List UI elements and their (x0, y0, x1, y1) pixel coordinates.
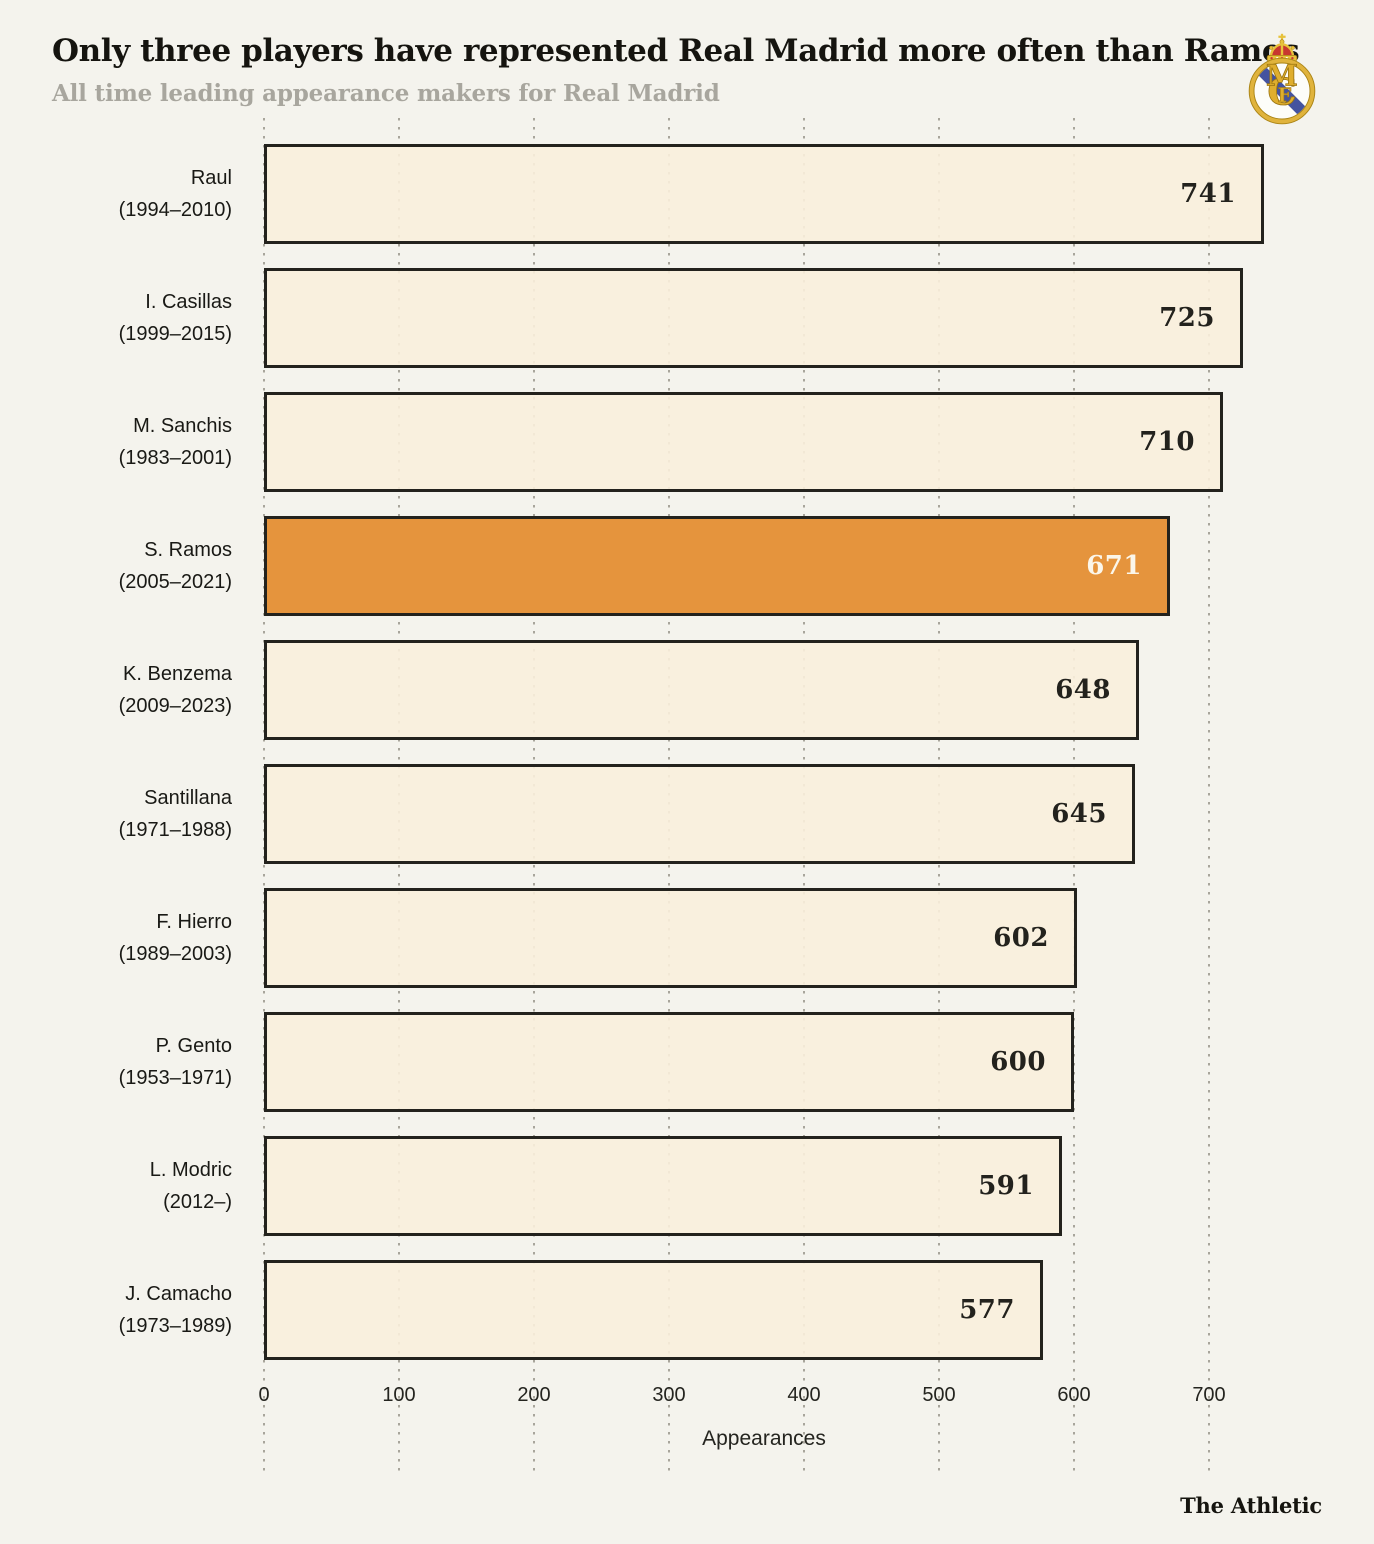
bar-value: 600 (990, 1047, 1046, 1078)
player-years: (2005–2021) (118, 571, 232, 594)
player-label: P. Gento (1953–1971) (52, 1030, 264, 1094)
player-label: Raul (1994–2010) (52, 162, 264, 226)
player-years: (1994–2010) (118, 199, 232, 222)
x-tick-label: 300 (652, 1384, 686, 1407)
player-label: Santillana (1971–1988) (52, 782, 264, 846)
real-madrid-crest-icon: C M F (1242, 26, 1322, 132)
x-tick-label: 400 (787, 1384, 821, 1407)
gridline-700 (1208, 118, 1210, 1474)
player-label: J. Camacho (1973–1989) (52, 1278, 264, 1342)
x-axis: 0 100 200 300 400 500 600 700 (258, 1384, 1322, 1412)
player-years: (1983–2001) (118, 447, 232, 470)
x-tick-label: 0 (258, 1384, 270, 1407)
player-name: Raul (190, 167, 232, 190)
player-years: (1973–1989) (118, 1315, 232, 1338)
bar: 602 (264, 888, 1077, 989)
bar-value: 671 (1086, 551, 1142, 582)
x-tick-label: 500 (922, 1384, 956, 1407)
player-row: M. Sanchis (1983–2001) 710 (52, 392, 1322, 493)
svg-text:C: C (1267, 70, 1296, 114)
player-row: F. Hierro (1989–2003) 602 (52, 888, 1322, 989)
bar: 600 (264, 1012, 1074, 1113)
brand-wordmark: The Athletic (1180, 1493, 1322, 1518)
player-row: Raul (1994–2010) 741 (52, 144, 1322, 245)
x-tick-label: 600 (1057, 1384, 1091, 1407)
bar-value: 725 (1159, 303, 1215, 334)
bar: 710 (264, 392, 1223, 493)
bar: 648 (264, 640, 1139, 741)
x-tick-label: 200 (517, 1384, 551, 1407)
player-label: M. Sanchis (1983–2001) (52, 410, 264, 474)
player-row: J. Camacho (1973–1989) 577 (52, 1260, 1322, 1361)
player-name: S. Ramos (144, 539, 232, 562)
bar-rows: Raul (1994–2010) 741 I. Casillas (1999–2015)… (52, 144, 1322, 1361)
player-years: (2009–2023) (118, 695, 232, 718)
player-row: I. Casillas (1999–2015) 725 (52, 268, 1322, 369)
bar-value: 648 (1055, 675, 1111, 706)
bar-value: 645 (1051, 799, 1107, 830)
chart-title: Only three players have represented Real… (52, 33, 1300, 69)
bar-value: 602 (993, 923, 1049, 954)
player-name: Santillana (144, 787, 232, 810)
player-name: I. Casillas (145, 291, 232, 314)
player-name: J. Camacho (125, 1283, 232, 1306)
bar-value: 741 (1180, 179, 1236, 210)
player-row: K. Benzema (2009–2023) 648 (52, 640, 1322, 741)
bar-highlighted: 671 (264, 516, 1170, 617)
player-row: L. Modric (2012–) 591 (52, 1136, 1322, 1237)
player-name: F. Hierro (156, 911, 232, 934)
bar-value: 710 (1139, 427, 1195, 458)
header: Only three players have represented Real… (52, 32, 1322, 125)
player-years: (1953–1971) (118, 1067, 232, 1090)
svg-text:F: F (1278, 84, 1292, 107)
player-label: S. Ramos (2005–2021) (52, 534, 264, 598)
x-tick-label: 100 (382, 1384, 416, 1407)
x-axis-title: Appearances (702, 1427, 826, 1451)
bar-value: 591 (978, 1171, 1034, 1202)
chart-subtitle: All time leading appearance makers for R… (52, 79, 720, 107)
bar: 725 (264, 268, 1243, 369)
player-name: M. Sanchis (133, 415, 232, 438)
player-label: L. Modric (2012–) (52, 1154, 264, 1218)
player-label: F. Hierro (1989–2003) (52, 906, 264, 970)
bar: 591 (264, 1136, 1062, 1237)
svg-text:M: M (1266, 58, 1298, 92)
player-label: K. Benzema (2009–2023) (52, 658, 264, 722)
player-row: Santillana (1971–1988) 645 (52, 764, 1322, 865)
player-name: K. Benzema (123, 663, 232, 686)
player-years: (2012–) (163, 1191, 232, 1214)
player-row: S. Ramos (2005–2021) 671 (52, 516, 1322, 617)
player-name: L. Modric (149, 1159, 232, 1182)
bar: 577 (264, 1260, 1043, 1361)
bar: 741 (264, 144, 1264, 245)
x-tick-label: 700 (1192, 1384, 1226, 1407)
bar-value: 577 (959, 1295, 1015, 1326)
bar-chart: Raul (1994–2010) 741 I. Casillas (1999–2015)… (52, 118, 1322, 1474)
player-years: (1989–2003) (118, 943, 232, 966)
player-name: P. Gento (155, 1035, 232, 1058)
player-years: (1971–1988) (118, 819, 232, 842)
bar: 645 (264, 764, 1135, 865)
player-label: I. Casillas (1999–2015) (52, 286, 264, 350)
player-row: P. Gento (1953–1971) 600 (52, 1012, 1322, 1113)
player-years: (1999–2015) (118, 323, 232, 346)
